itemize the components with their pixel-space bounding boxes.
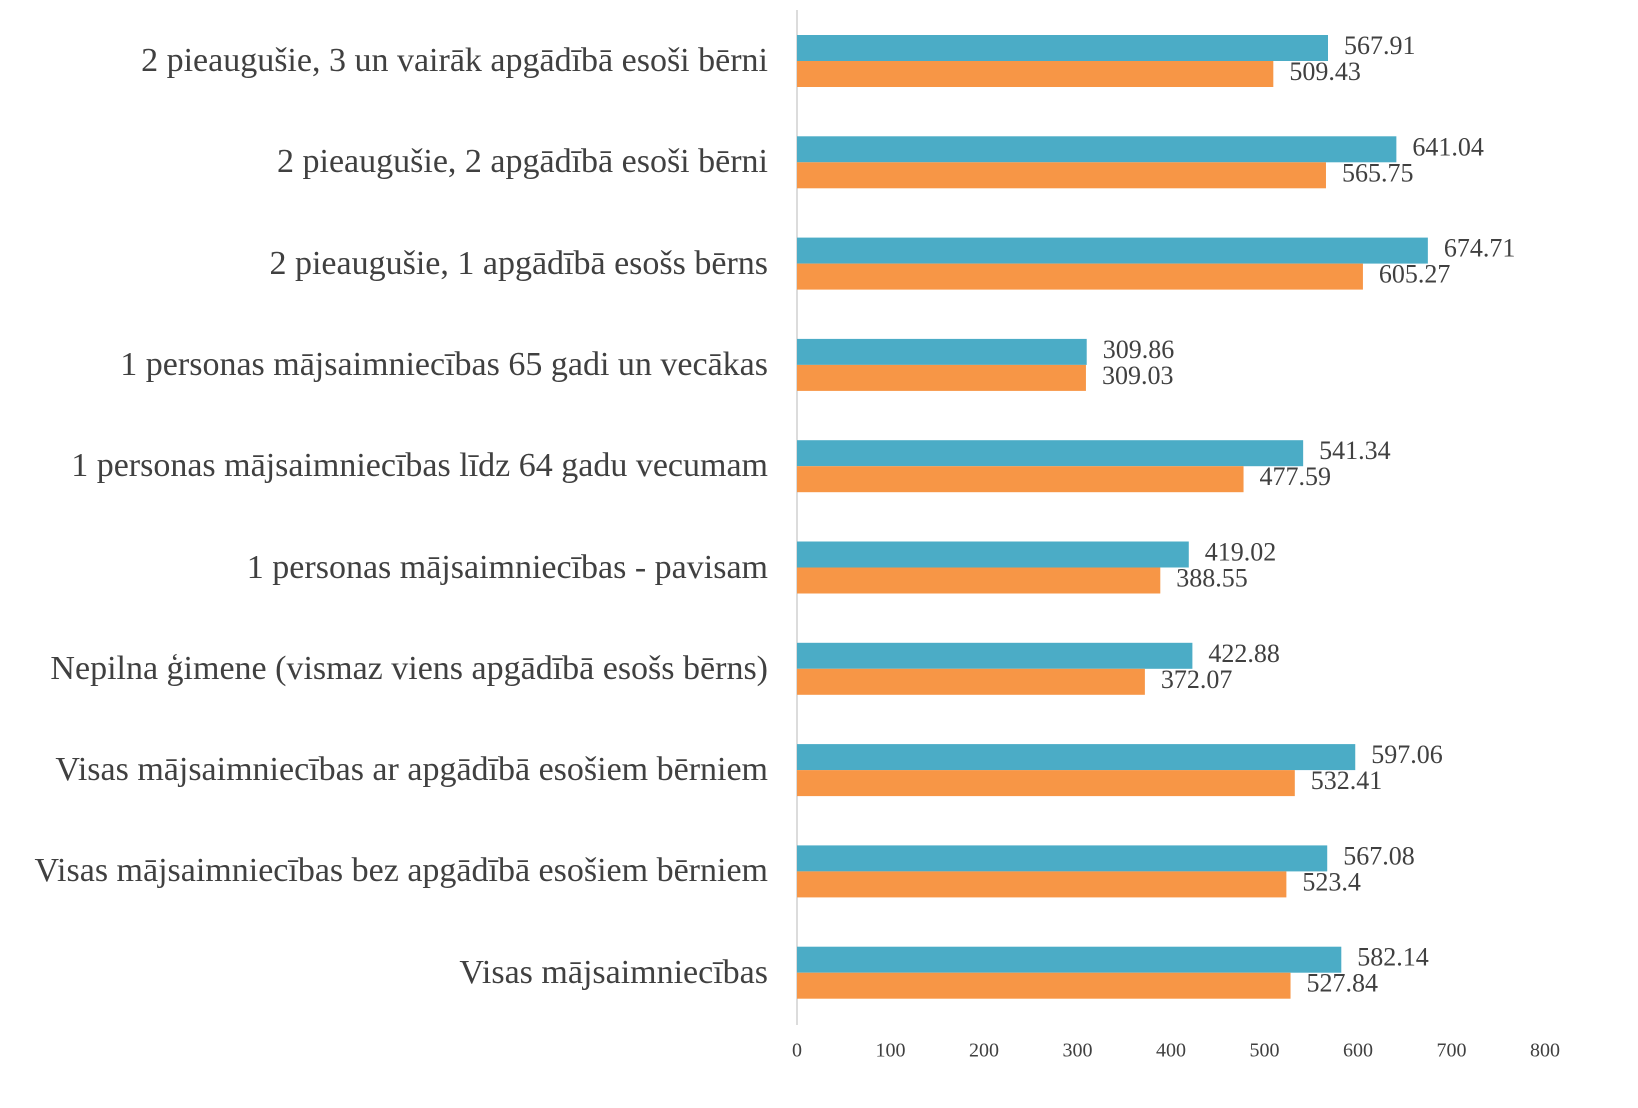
x-tick-label: 500 xyxy=(1250,1040,1280,1062)
x-tick-label: 600 xyxy=(1343,1040,1373,1062)
bar xyxy=(797,35,1328,61)
y-tick-label: Visas mājsaimniecības xyxy=(459,953,768,991)
bar xyxy=(797,364,1086,391)
bar xyxy=(797,466,1244,493)
y-tick-label: Visas mājsaimniecības bez apgādībā esoši… xyxy=(34,852,768,890)
bar xyxy=(797,237,1428,264)
bar xyxy=(797,567,1161,594)
bar xyxy=(797,338,1087,365)
y-tick-label: 2 pieaugušie, 3 un vairāk apgādībā esoši… xyxy=(141,42,768,79)
bar xyxy=(797,972,1291,999)
data-label: 309.86 xyxy=(1103,335,1175,364)
data-label: 582.14 xyxy=(1357,943,1429,972)
data-label: 477.59 xyxy=(1260,462,1332,491)
bar xyxy=(797,263,1363,290)
data-label: 641.04 xyxy=(1412,132,1484,161)
data-label: 605.27 xyxy=(1379,260,1451,289)
data-label: 419.02 xyxy=(1205,537,1277,566)
x-tick-label: 700 xyxy=(1437,1040,1467,1062)
x-tick-label: 0 xyxy=(792,1040,802,1062)
bar xyxy=(797,946,1342,973)
bar xyxy=(797,845,1328,872)
bar xyxy=(797,440,1304,467)
x-tick-label: 400 xyxy=(1156,1040,1186,1062)
bar xyxy=(797,668,1145,695)
y-tick-label: 2 pieaugušie, 1 apgādībā esošs bērns xyxy=(269,244,768,282)
data-label: 388.55 xyxy=(1176,563,1248,592)
data-label: 527.84 xyxy=(1307,969,1379,998)
x-tick-label: 100 xyxy=(876,1040,906,1062)
x-tick-label: 300 xyxy=(1063,1040,1093,1062)
y-tick-label: 1 personas mājsaimniecības 65 gadi un ve… xyxy=(120,345,768,383)
bar xyxy=(797,770,1295,797)
bar xyxy=(797,136,1397,163)
y-tick-label: Visas mājsaimniecības ar apgādībā esošie… xyxy=(55,751,768,789)
bar xyxy=(797,744,1356,771)
y-tick-label: 2 pieaugušie, 2 apgādībā esoši bērni xyxy=(277,143,768,181)
y-tick-label: 1 personas mājsaimniecības - pavisam xyxy=(246,548,768,586)
data-label: 567.08 xyxy=(1343,841,1415,870)
data-label: 565.75 xyxy=(1342,158,1414,187)
bar xyxy=(797,162,1326,189)
bar xyxy=(797,642,1193,669)
y-tick-label: Nepilna ģimene (vismaz viens apgādībā es… xyxy=(50,649,768,687)
data-label: 532.41 xyxy=(1311,766,1383,795)
data-label: 309.03 xyxy=(1102,361,1174,390)
x-tick-label: 800 xyxy=(1530,1040,1560,1062)
bar xyxy=(797,61,1274,87)
data-label: 567.91 xyxy=(1344,31,1416,60)
bar xyxy=(797,871,1287,898)
data-label: 541.34 xyxy=(1319,436,1391,465)
data-label: 523.4 xyxy=(1302,867,1361,896)
data-label: 422.88 xyxy=(1208,639,1280,668)
data-label: 372.07 xyxy=(1161,665,1233,694)
x-tick-label: 200 xyxy=(969,1040,999,1062)
data-label: 597.06 xyxy=(1371,740,1443,769)
y-tick-label: 1 personas mājsaimniecības līdz 64 gadu … xyxy=(71,447,768,485)
data-label: 509.43 xyxy=(1289,57,1361,86)
bar xyxy=(797,541,1189,568)
data-label: 674.71 xyxy=(1444,234,1516,263)
